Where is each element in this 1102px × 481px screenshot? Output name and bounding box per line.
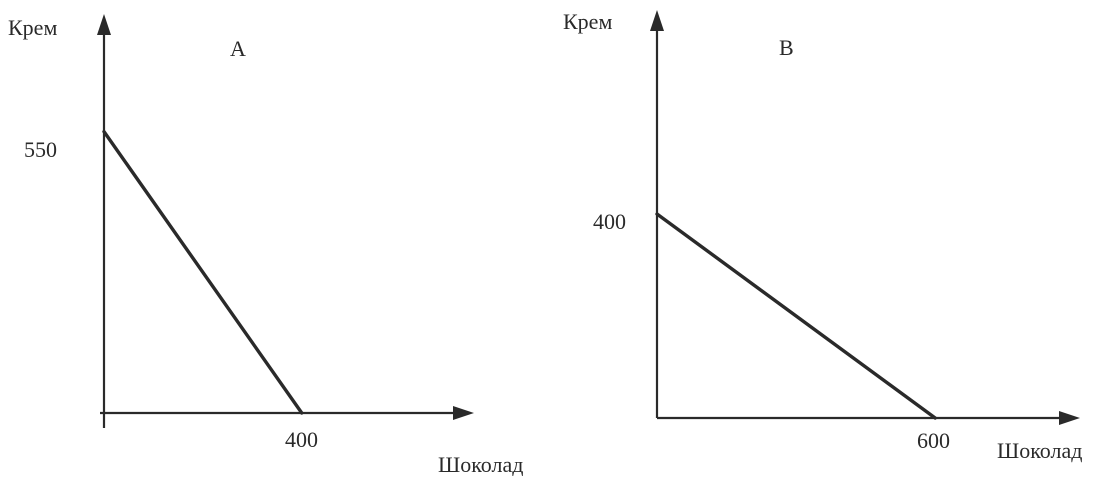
panel-b-y-axis-arrow <box>650 10 664 31</box>
panel-b-title: B <box>779 35 794 60</box>
panel-b-y-tick-label: 400 <box>593 209 626 234</box>
panel-a-x-axis-arrow <box>453 406 474 420</box>
panel-a-y-axis-title: Крем <box>8 15 57 40</box>
panel-b-x-tick-label: 600 <box>917 428 950 453</box>
panel-a: Крем A 550 400 Шоколад <box>8 14 523 477</box>
panel-a-title: A <box>230 36 246 61</box>
panel-b-series-line <box>655 212 937 420</box>
panel-b: Крем B 400 600 Шоколад <box>563 9 1082 463</box>
panel-b-x-axis-title: Шоколад <box>997 438 1082 463</box>
panel-a-y-tick-label: 550 <box>24 137 57 162</box>
panel-b-x-axis-arrow <box>1059 411 1080 425</box>
panel-a-series-line <box>102 129 304 415</box>
panel-a-x-tick-label: 400 <box>285 427 318 452</box>
panel-b-y-axis-title: Крем <box>563 9 612 34</box>
panel-a-y-axis-arrow <box>97 14 111 35</box>
panel-a-x-axis-title: Шоколад <box>438 452 523 476</box>
